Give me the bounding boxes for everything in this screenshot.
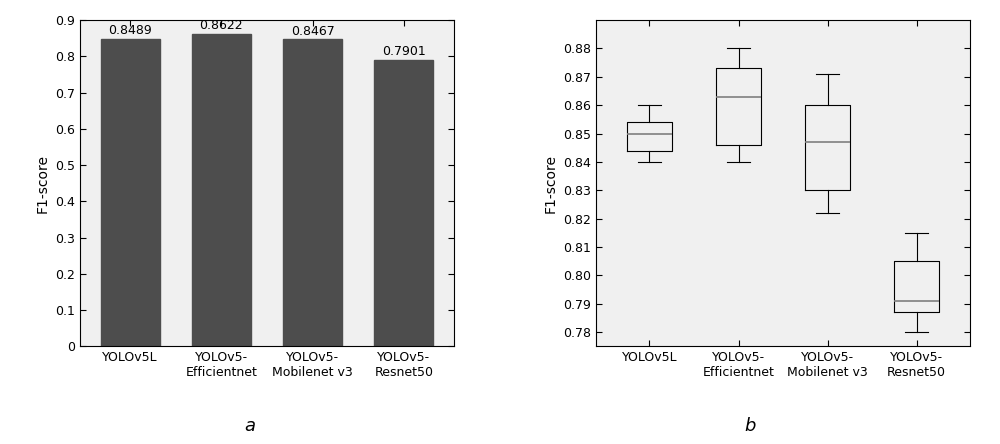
Text: 0.8467: 0.8467 [291, 25, 334, 38]
Text: 0.8489: 0.8489 [108, 24, 152, 37]
Bar [283, 40, 342, 346]
Bar [374, 60, 433, 346]
Text: b: b [744, 417, 756, 435]
Y-axis label: F1-score: F1-score [544, 154, 558, 213]
Text: a: a [244, 417, 256, 435]
Bar [101, 39, 160, 346]
Text: 0.8622: 0.8622 [200, 19, 243, 32]
Y-axis label: F1-score: F1-score [36, 154, 50, 213]
Text: 0.7901: 0.7901 [382, 45, 426, 59]
Bar [192, 34, 251, 346]
